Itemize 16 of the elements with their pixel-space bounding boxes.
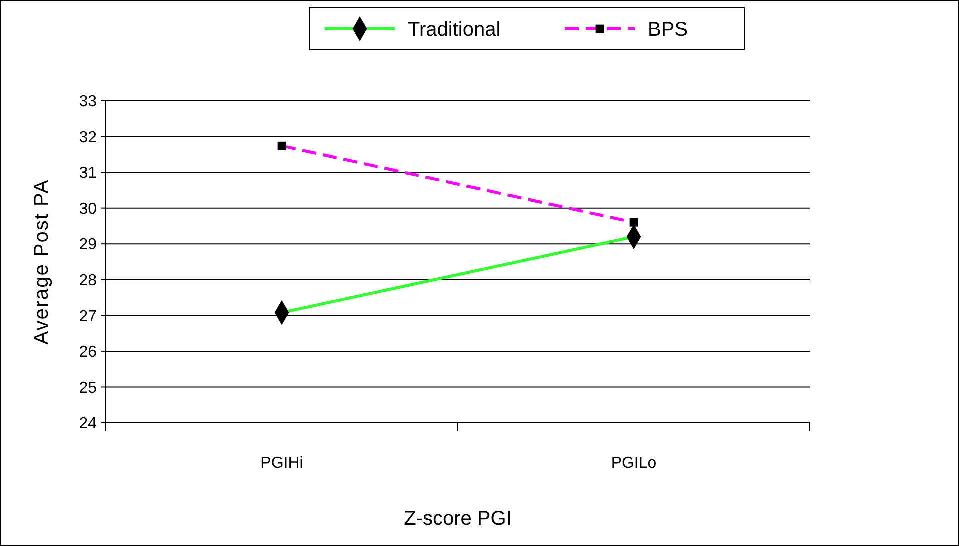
x-axis-title: Z-score PGI: [404, 508, 512, 530]
x-tick-label: PGIHi: [260, 455, 304, 472]
y-tick-label: 25: [79, 380, 98, 397]
y-tick-label: 24: [79, 416, 98, 433]
y-tick-label: 32: [79, 129, 98, 146]
x-tick-label: PGILo: [611, 455, 657, 472]
legend-label: Traditional: [408, 19, 501, 41]
y-tick-label: 33: [79, 94, 98, 111]
y-tick-label: 26: [79, 344, 98, 362]
legend-label: BPS: [648, 19, 688, 41]
y-tick-label: 27: [79, 308, 98, 326]
y-tick-label: 30: [79, 200, 98, 218]
y-tick-label: 28: [79, 272, 98, 290]
y-axis-title: Average Post PA: [31, 179, 53, 345]
y-tick-label: 29: [79, 236, 98, 254]
y-tick-label: 31: [79, 165, 98, 182]
